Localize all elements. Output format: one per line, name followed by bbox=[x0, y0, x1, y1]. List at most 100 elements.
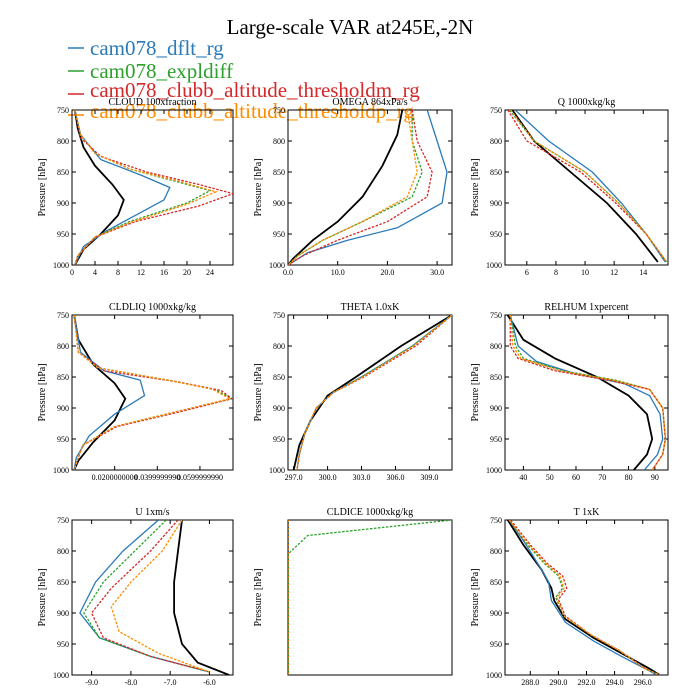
x-tick-label: 50 bbox=[546, 473, 554, 482]
x-tick-label: 10.0 bbox=[331, 268, 345, 277]
y-axis-label: Pressure [hPa] bbox=[37, 568, 48, 626]
y-tick-label: 950 bbox=[57, 435, 69, 444]
y-axis-label: Pressure [hPa] bbox=[470, 158, 481, 216]
plot-frame bbox=[71, 314, 234, 471]
y-tick-label: 850 bbox=[273, 373, 285, 382]
y-axis-label: Pressure [hPa] bbox=[253, 363, 264, 421]
y-tick-label: 750 bbox=[490, 311, 502, 320]
y-tick-label: 1000 bbox=[486, 671, 502, 680]
y-tick-label: 1000 bbox=[53, 466, 69, 475]
x-tick-label: 306.0 bbox=[386, 473, 404, 482]
y-tick-label: 900 bbox=[490, 609, 502, 618]
x-tick-label: -7.0 bbox=[164, 678, 177, 687]
legend-label-3: cam078_clubb_altitude_thresholdm_rg bbox=[90, 78, 420, 102]
y-tick-label: 900 bbox=[57, 404, 69, 413]
legend-entry-3: cam078_clubb_altitude_thresholdm_rg bbox=[68, 78, 420, 102]
plot-frame bbox=[287, 314, 453, 471]
series-line-thp bbox=[509, 315, 667, 470]
panel-title: RELHUM 1xpercent bbox=[544, 302, 628, 313]
x-tick-label: 288.0 bbox=[521, 678, 539, 687]
y-tick-label: 1000 bbox=[53, 261, 69, 270]
legend-label-2: cam078_expldiff bbox=[90, 59, 233, 83]
series-line-obs bbox=[292, 315, 452, 470]
y-tick-label: 800 bbox=[273, 137, 285, 146]
series-line-thm bbox=[507, 110, 668, 263]
panel-title: THETA 1.0xK bbox=[341, 302, 400, 313]
y-tick-label: 750 bbox=[273, 311, 285, 320]
plot-frame bbox=[287, 109, 453, 266]
x-tick-label: 12 bbox=[610, 268, 618, 277]
plot-frame bbox=[504, 314, 669, 471]
x-tick-label: 294.0 bbox=[606, 678, 624, 687]
series-line-expl bbox=[288, 520, 452, 675]
series-line-thp bbox=[296, 315, 452, 470]
y-tick-label: 950 bbox=[490, 435, 502, 444]
series-line-obs bbox=[511, 110, 659, 263]
x-tick-label: -6.0 bbox=[203, 678, 216, 687]
x-tick-label: 303.0 bbox=[353, 473, 371, 482]
series-line-expl bbox=[296, 315, 452, 470]
x-tick-label: 0.0599999990 bbox=[177, 473, 223, 482]
y-tick-label: 1000 bbox=[269, 466, 285, 475]
y-tick-label: 950 bbox=[490, 230, 502, 239]
series-line-thp bbox=[508, 520, 660, 675]
x-tick-label: 20.0 bbox=[380, 268, 394, 277]
y-tick-label: 850 bbox=[490, 168, 502, 177]
series-line-dflt bbox=[296, 315, 452, 470]
x-tick-label: 0.0200000000 bbox=[92, 473, 138, 482]
plot-frame bbox=[287, 519, 453, 676]
y-tick-label: 900 bbox=[57, 609, 69, 618]
chart-panel-8: CLDICE 1000xkg/kg Pressure [hPa] bbox=[253, 507, 453, 676]
y-tick-label: 900 bbox=[273, 404, 285, 413]
x-tick-label: 6 bbox=[525, 268, 529, 277]
x-tick-label: 297.0 bbox=[285, 473, 303, 482]
y-tick-label: 800 bbox=[490, 547, 502, 556]
series-line-dflt bbox=[509, 315, 664, 470]
panel-title: CLOUD 100xfraction bbox=[108, 97, 196, 108]
series-line-expl bbox=[73, 315, 233, 470]
series-line-dflt bbox=[79, 520, 210, 673]
legend-label-4: cam078_clubb_altitude_thresholdp_rg bbox=[90, 99, 414, 123]
chart-panel-9: T 1xK Pressure [hPa] 750 800 850 900 950 1000 28… bbox=[470, 507, 669, 687]
y-tick-label: 850 bbox=[57, 168, 69, 177]
x-tick-label: 24 bbox=[206, 268, 214, 277]
y-tick-label: 750 bbox=[57, 106, 69, 115]
series-line-thp bbox=[73, 315, 232, 470]
x-tick-label: 8 bbox=[116, 268, 120, 277]
chart-panel-3: Q 1000xkg/kg Pressure [hPa] 750 800 850 900 95… bbox=[470, 97, 669, 277]
y-tick-label: 800 bbox=[490, 137, 502, 146]
panel-title: OMEGA 864xPa/s bbox=[332, 97, 407, 108]
x-tick-label: 290.0 bbox=[549, 678, 567, 687]
y-tick-label: 900 bbox=[273, 199, 285, 208]
chart-panel-5: THETA 1.0xK Pressure [hPa] 750 800 850 900 950… bbox=[253, 302, 453, 482]
y-axis-label: Pressure [hPa] bbox=[470, 568, 481, 626]
y-axis-label: Pressure [hPa] bbox=[253, 158, 264, 216]
legend-label-1: cam078_dflt_rg bbox=[90, 36, 224, 60]
y-tick-label: 850 bbox=[57, 578, 69, 587]
x-tick-label: 90 bbox=[651, 473, 659, 482]
y-tick-label: 950 bbox=[273, 435, 285, 444]
chart-panel-7: U 1xm/s Pressure [hPa] 750 800 850 900 950 1000… bbox=[37, 507, 234, 687]
y-tick-label: 950 bbox=[273, 230, 285, 239]
y-tick-label: 850 bbox=[490, 373, 502, 382]
y-axis-label: Pressure [hPa] bbox=[253, 568, 264, 626]
series-line-expl bbox=[74, 110, 212, 265]
series-line-obs bbox=[74, 110, 125, 265]
x-tick-label: 60 bbox=[572, 473, 580, 482]
y-tick-label: 750 bbox=[57, 516, 69, 525]
series-line-dflt bbox=[508, 520, 658, 675]
x-tick-label: 4 bbox=[93, 268, 97, 277]
x-tick-label: 70 bbox=[598, 473, 606, 482]
series-line-obs bbox=[73, 315, 127, 470]
series-line-thm bbox=[288, 110, 433, 265]
x-tick-label: 16 bbox=[160, 268, 168, 277]
chart-panel-4: CLDLIQ 1000xkg/kg Pressure [hPa] 750 800 850… bbox=[37, 302, 234, 482]
x-tick-label: 40 bbox=[519, 473, 527, 482]
x-tick-label: 0.0399999990 bbox=[134, 473, 180, 482]
y-tick-label: 800 bbox=[273, 342, 285, 351]
series-line-thm bbox=[73, 315, 233, 470]
panel-title: CLDICE 1000xkg/kg bbox=[327, 507, 413, 518]
y-tick-label: 900 bbox=[490, 404, 502, 413]
x-tick-label: 0.0 bbox=[283, 268, 293, 277]
